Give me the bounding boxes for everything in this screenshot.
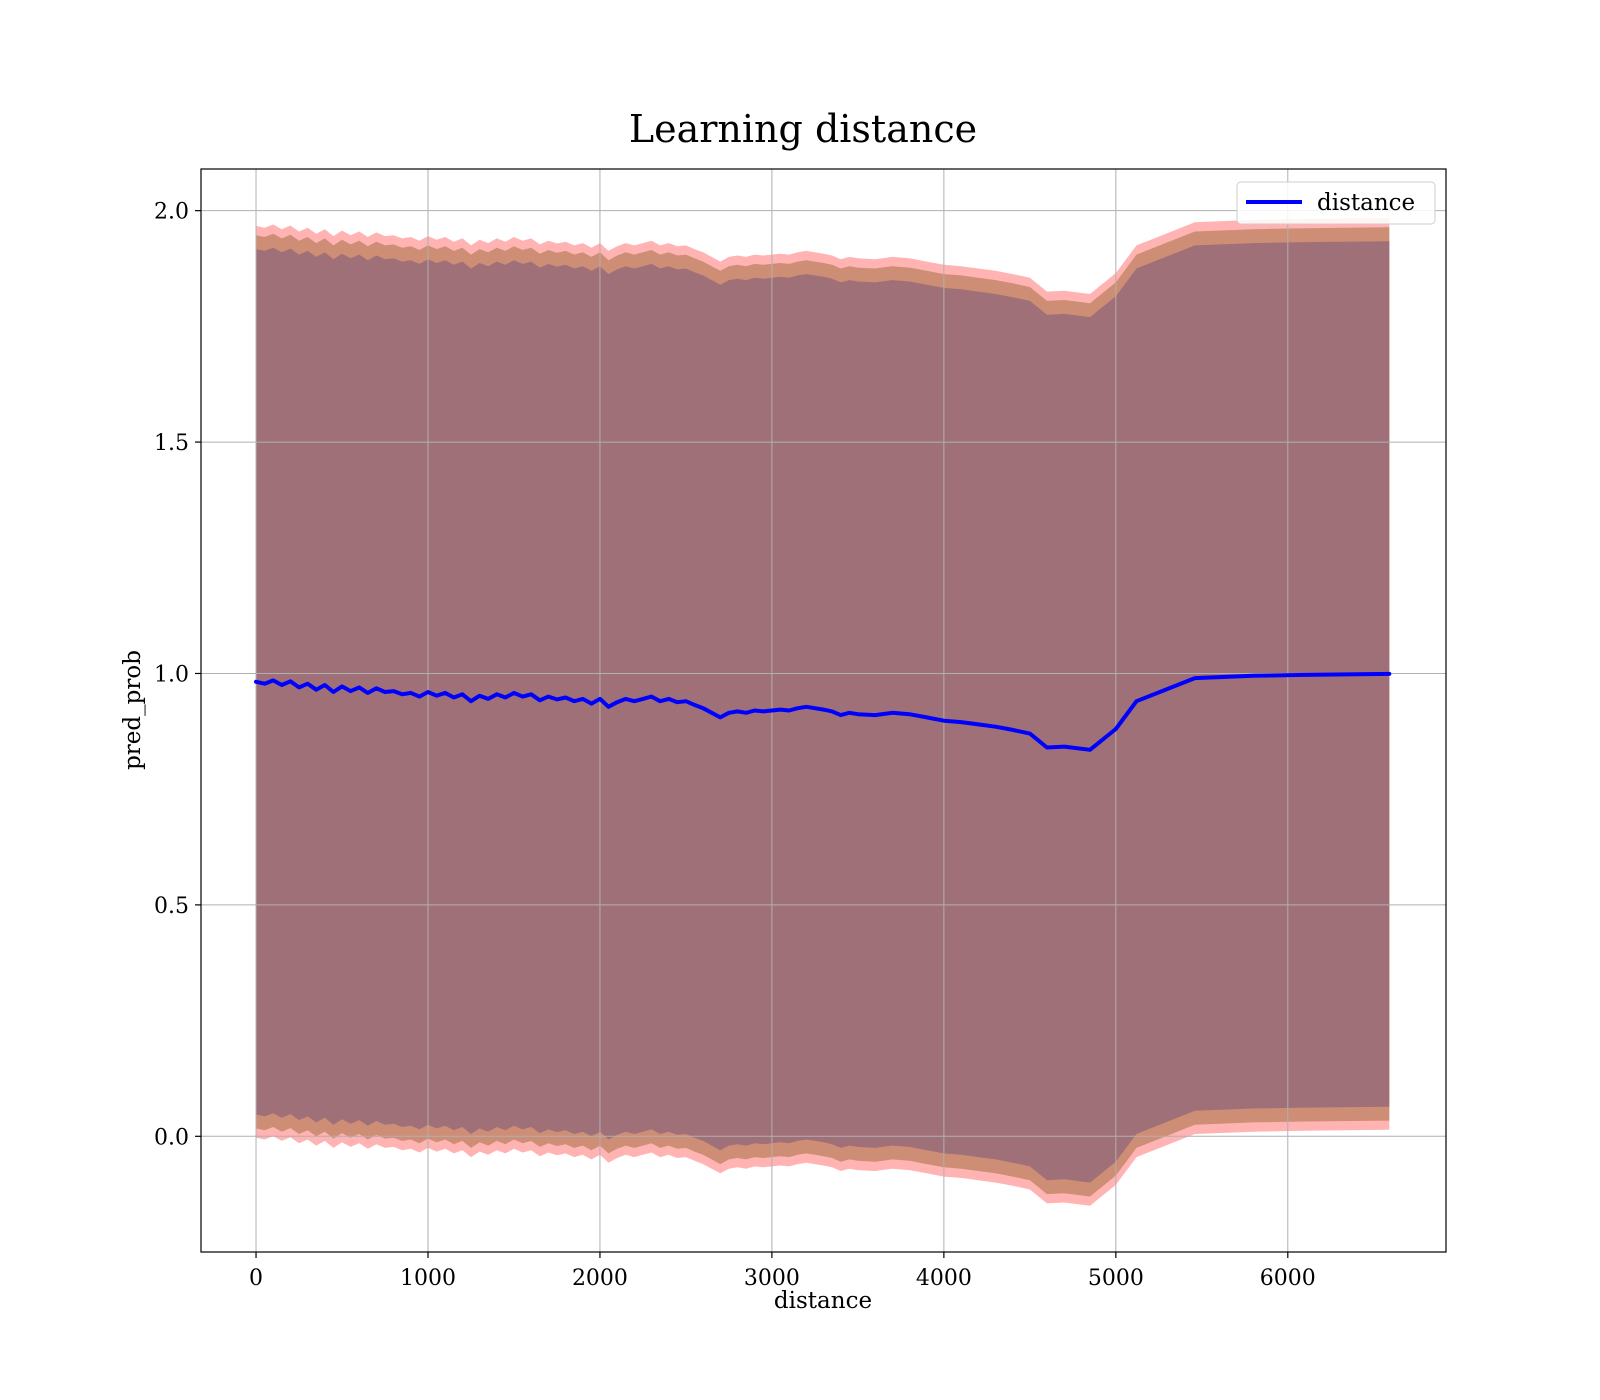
x-tick-label: 0	[249, 1266, 263, 1291]
legend: distance	[1236, 181, 1436, 225]
legend-box	[1236, 181, 1436, 225]
x-tick-label: 5000	[1088, 1266, 1144, 1291]
series-line-distance	[254, 671, 1392, 752]
x-axis: 0 1000 2000 3000 4000 5000 6000	[249, 1252, 1316, 1291]
chart-title: Learning distance	[629, 107, 977, 151]
grid-lines	[201, 169, 1446, 1252]
y-tick-label: 0.0	[154, 1125, 189, 1150]
x-axis-label: distance	[774, 1288, 872, 1314]
band-3	[256, 241, 1390, 1183]
plot-area	[200, 168, 1447, 1253]
legend-label-distance: distance	[1317, 190, 1415, 216]
y-tick-label: 1.0	[154, 662, 189, 687]
y-axis-label: pred_prob	[120, 650, 146, 770]
plot-frame	[200, 168, 1447, 1253]
x-tick-label: 2000	[572, 1266, 628, 1291]
y-axis: 0.0 0.5 1.0 1.5 2.0	[154, 200, 201, 1150]
x-tick-label: 6000	[1260, 1266, 1316, 1291]
x-tick-label: 1000	[400, 1266, 456, 1291]
y-tick-label: 0.5	[154, 894, 189, 919]
confidence-bands	[256, 218, 1390, 1206]
y-tick-label: 2.0	[154, 200, 189, 225]
x-tick-label: 3000	[744, 1266, 800, 1291]
x-tick-label: 4000	[916, 1266, 972, 1291]
y-tick-label: 1.5	[154, 431, 189, 456]
